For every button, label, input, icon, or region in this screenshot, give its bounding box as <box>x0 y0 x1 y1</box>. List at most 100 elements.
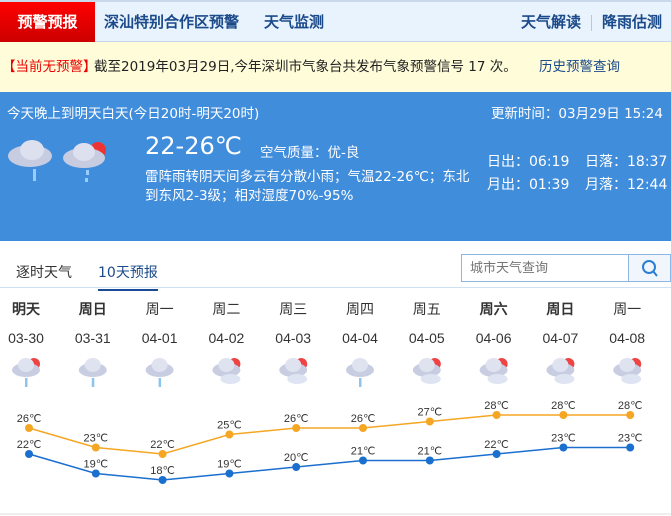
tab-hourly[interactable]: 逐时天气 <box>16 265 72 281</box>
high-temp-label: 28℃ <box>618 400 643 412</box>
low-temp-label: 18℃ <box>150 465 175 477</box>
low-temp-label: 22℃ <box>484 439 509 451</box>
high-temp-point <box>225 430 234 439</box>
day-label: 周五 <box>413 301 441 317</box>
partly-cloudy-icon <box>479 358 508 384</box>
partly-cloudy-rain-icon <box>63 142 106 182</box>
warning-text: 截至2019年03月29日,今年深圳市气象台共发布气象预警信号 17 次。 <box>94 59 517 75</box>
date-label: 04-08 <box>609 330 645 346</box>
tab-10-day[interactable]: 10天预报 <box>98 262 158 291</box>
low-temp-point <box>559 443 568 452</box>
low-temp-label: 21℃ <box>418 446 443 458</box>
nav-weather-interpret[interactable]: 天气解读 <box>521 13 582 31</box>
high-temp-label: 26℃ <box>351 413 376 425</box>
nav-rain-estimate[interactable]: 降雨估测 <box>602 13 663 31</box>
moonset: 月落：12:44 <box>585 177 668 193</box>
history-warning-link[interactable]: 历史预警查询 <box>539 59 620 75</box>
day-label: 明天 <box>12 301 41 317</box>
divider <box>591 15 592 31</box>
nav-warning-forecast[interactable]: 预警预报 <box>0 2 95 42</box>
partly-cloudy-icon <box>279 358 308 384</box>
low-temp-label: 19℃ <box>84 459 109 471</box>
high-temp-label: 23℃ <box>84 433 109 445</box>
low-temp-label: 22℃ <box>17 439 42 451</box>
low-temp-label: 23℃ <box>618 433 643 445</box>
date-label: 04-03 <box>275 330 311 346</box>
sunrise: 日出：06:19 <box>487 154 570 170</box>
high-temp-point <box>359 424 367 432</box>
warning-bar: 【当前无预警】 截至2019年03月29日,今年深圳市气象台共发布气象预警信号 … <box>0 42 671 92</box>
rain-icon <box>78 358 107 387</box>
nav-weather-monitor[interactable]: 天气监测 <box>264 13 325 31</box>
temperature-range: 22-26℃ <box>145 132 242 160</box>
rain-icon <box>145 358 174 387</box>
low-temp-point <box>359 456 367 465</box>
high-temp-point <box>158 450 167 458</box>
high-temp-label: 28℃ <box>484 400 509 412</box>
date-label: 04-01 <box>142 330 178 346</box>
day-label: 周二 <box>212 301 240 317</box>
forecast-desc-line2: 到东风2-3级；相对湿度70%-95% <box>145 188 354 204</box>
weather-icons <box>8 140 106 182</box>
current-forecast-panel: 今天晚上到明天白天(今日20时-明天20时) 更新时间：03月29日 15:24… <box>0 92 671 240</box>
low-temp-point <box>626 443 635 452</box>
low-temp-point <box>225 469 234 478</box>
date-label: 04-02 <box>208 330 244 346</box>
ten-day-chart: 明天 03-30 周日 03-31 周一 04-01 周二 04-02 周三 04-03 周四 04-… <box>0 301 671 515</box>
low-temp-point <box>158 476 167 484</box>
high-temp-label: 22℃ <box>150 439 175 451</box>
day-label: 周一 <box>613 301 641 317</box>
low-temp-point <box>292 463 301 471</box>
day-label: 周四 <box>346 301 374 317</box>
partly-cloudy-icon <box>546 358 575 384</box>
day-label: 周三 <box>279 301 307 317</box>
date-label: 03-31 <box>75 330 111 346</box>
nav-shenshan-warning[interactable]: 深汕特别合作区预警 <box>104 13 240 31</box>
low-temp-line <box>28 446 631 481</box>
search-button[interactable] <box>628 255 670 281</box>
high-temp-label: 25℃ <box>217 420 242 432</box>
city-search <box>461 254 671 282</box>
high-temp-label: 27℃ <box>418 407 443 419</box>
forecast-desc-line1: 雷阵雨转阴天间多云有分散小雨；气温22-26℃；东北 <box>145 169 470 185</box>
day-label: 周日 <box>546 301 574 317</box>
sunset: 日落：18:37 <box>585 154 668 170</box>
day-label: 周日 <box>79 301 107 317</box>
low-temp-label: 20℃ <box>284 452 309 464</box>
high-temp-label: 28℃ <box>551 400 576 412</box>
high-temp-point <box>425 417 434 426</box>
partly-cloudy-icon <box>212 358 241 384</box>
rain-icon <box>346 358 374 387</box>
partly-cloudy-icon <box>412 358 441 384</box>
high-temp-point <box>91 443 100 452</box>
date-label: 04-05 <box>409 330 445 346</box>
low-temp-point <box>91 469 100 478</box>
high-temp-point <box>626 411 635 419</box>
high-temp-label: 26℃ <box>284 413 309 425</box>
low-temp-point <box>425 456 434 465</box>
high-temp-label: 26℃ <box>17 413 42 425</box>
thunder-rain-icon <box>8 140 52 181</box>
forecast-tabs: 逐时天气 10天预报 <box>0 240 671 291</box>
moonrise: 月出：01:39 <box>487 177 570 193</box>
high-temp-point <box>25 424 33 432</box>
day-label: 周六 <box>480 301 508 317</box>
high-temp-point <box>559 411 568 419</box>
update-time: 更新时间：03月29日 15:24 <box>490 106 663 122</box>
day-label: 周一 <box>146 301 174 317</box>
date-label: 04-04 <box>342 330 378 346</box>
high-temp-point <box>492 411 501 419</box>
low-temp-label: 21℃ <box>351 446 376 458</box>
search-icon <box>642 260 658 277</box>
low-temp-point <box>492 450 501 458</box>
date-label: 04-07 <box>542 330 578 346</box>
date-label: 03-30 <box>8 330 44 346</box>
low-temp-label: 23℃ <box>551 433 576 445</box>
high-temp-point <box>292 424 301 432</box>
city-search-input[interactable] <box>462 255 628 281</box>
high-temp-line <box>28 414 631 455</box>
air-quality: 空气质量：优-良 <box>260 145 360 161</box>
forecast-period: 今天晚上到明天白天(今日20时-明天20时) <box>7 106 260 122</box>
low-temp-point <box>25 450 33 458</box>
partly-cloudy-rain-icon <box>12 358 40 387</box>
